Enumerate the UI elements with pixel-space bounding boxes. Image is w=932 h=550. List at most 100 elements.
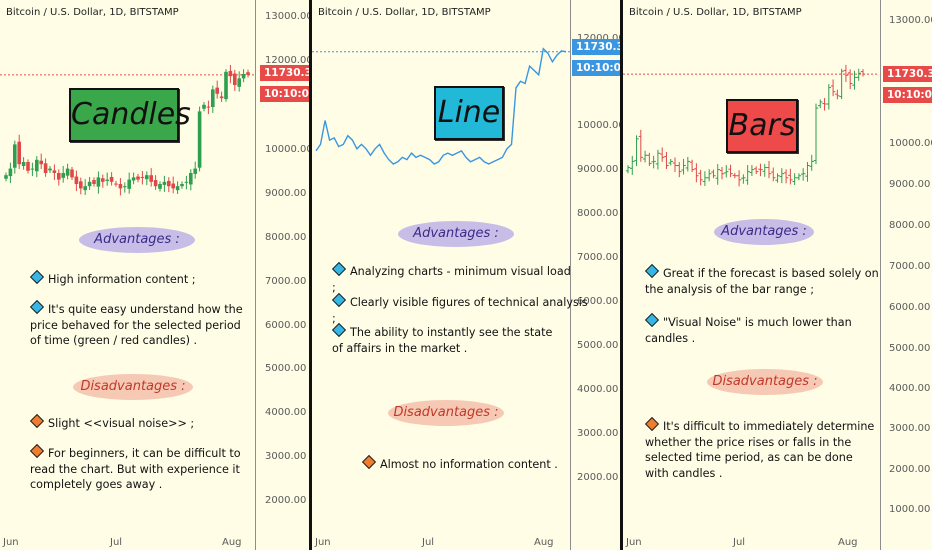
x-tick-label: Aug (534, 537, 554, 548)
candle-body (180, 184, 184, 187)
candle-body (114, 183, 118, 185)
candle-body (215, 87, 219, 94)
y-tick-label: 1000.00 (889, 504, 931, 515)
price-line (315, 47, 567, 165)
disadvantages-heading: Disadvantages : (73, 374, 193, 400)
y-tick-label: 6000.00 (265, 320, 307, 331)
advantages-heading: Advantages : (79, 227, 195, 253)
candle-body (202, 104, 206, 109)
advantage-text: The ability to instantly see the state o… (332, 326, 553, 355)
advantage-text: High information content ; (48, 273, 196, 286)
y-tick-label: 7000.00 (889, 261, 931, 272)
price-axis[interactable] (570, 0, 620, 550)
candle-body (83, 186, 87, 191)
y-tick-label: 13000.00 (889, 15, 932, 26)
diamond-bullet-icon (644, 263, 660, 279)
symbol-label: Bitcoin / U.S. Dollar, 1D, BITSTAMP (629, 7, 802, 18)
last-price-tag: 11730.32 (260, 65, 310, 81)
y-tick-label: 9000.00 (889, 179, 931, 190)
advantages-heading: Advantages : (714, 219, 814, 245)
disadvantage-text: For beginners, it can be difficult to re… (30, 447, 241, 491)
y-tick-label: 13000.00 (265, 11, 310, 22)
y-tick-label: 10000.00 (577, 120, 620, 131)
price-axis[interactable] (880, 0, 932, 550)
y-tick-label: 3000.00 (265, 451, 307, 462)
diamond-bullet-icon (29, 269, 45, 285)
candle-body (136, 176, 140, 180)
panel-candles: Bitcoin / U.S. Dollar, 1D, BITSTAMP 1300… (0, 0, 310, 550)
candle-body (219, 96, 224, 99)
candle-body (109, 176, 114, 182)
y-tick-label: 12000.00 (577, 33, 620, 44)
x-tick-label: Jun (315, 537, 331, 548)
candle-body (65, 168, 70, 176)
candle-body (167, 180, 171, 187)
y-tick-label: 7000.00 (265, 276, 307, 287)
candle-body (149, 175, 153, 182)
diamond-bullet-icon (29, 299, 45, 315)
candle-body (241, 74, 246, 79)
diamond-bullet-icon (331, 322, 347, 338)
y-tick-label: 5000.00 (889, 343, 931, 354)
candle-body (127, 179, 131, 189)
line-chart[interactable] (312, 0, 570, 520)
candle-body (158, 184, 162, 189)
price-axis[interactable] (255, 0, 310, 550)
advantage-text: Analyzing charts - minimum visual load ; (332, 265, 571, 294)
diamond-bullet-icon (29, 413, 45, 429)
y-tick-label: 10000.00 (889, 138, 932, 149)
x-tick-label: Jun (3, 537, 19, 548)
candles-chart[interactable] (0, 0, 255, 520)
candle-body (224, 71, 228, 100)
diamond-bullet-icon (29, 443, 45, 459)
disadvantage-text: Slight <<visual noise>> ; (48, 417, 195, 430)
last-price-tag: 11730.32 (572, 39, 620, 55)
advantage-text: "Visual Noise" is much lower than candle… (645, 316, 852, 345)
chart-type-title: Line (434, 86, 504, 140)
diamond-bullet-icon (644, 312, 660, 328)
candle-body (26, 162, 30, 171)
y-tick-label: 7000.00 (577, 252, 619, 263)
x-tick-label: Aug (838, 537, 858, 548)
x-tick-label: Jul (110, 537, 123, 548)
candle-body (193, 168, 197, 174)
candle-body (162, 181, 167, 185)
candle-body (171, 183, 175, 189)
advantage-item: The ability to instantly see the state o… (331, 322, 562, 356)
y-tick-label: 9000.00 (577, 164, 619, 175)
advantage-item: Clearly visible figures of technical ana… (331, 292, 592, 326)
diamond-bullet-icon (361, 454, 377, 470)
disadvantage-text: Almost no information content . (380, 458, 558, 471)
advantage-text: It's quite easy understand how the price… (30, 303, 243, 347)
candle-body (74, 176, 79, 184)
candle-body (101, 178, 105, 182)
disadvantage-item: Almost no information content . (361, 454, 582, 473)
candle-body (21, 162, 26, 166)
candle-body (39, 160, 43, 165)
y-tick-label: 4000.00 (265, 407, 307, 418)
x-tick-label: Jul (422, 537, 435, 548)
candle-body (233, 73, 237, 85)
y-tick-label: 10000.00 (265, 144, 310, 155)
y-tick-label: 4000.00 (889, 383, 931, 394)
advantage-text: Clearly visible figures of technical ana… (332, 296, 588, 325)
bars-chart[interactable] (623, 0, 878, 520)
candle-body (92, 180, 96, 184)
advantage-item: Great if the forecast is based solely on… (644, 263, 881, 297)
y-tick-label: 2000.00 (577, 472, 619, 483)
candle-body (184, 181, 189, 183)
disadvantage-item: For beginners, it can be difficult to re… (29, 443, 258, 493)
x-tick-label: Aug (222, 537, 242, 548)
y-tick-label: 2000.00 (889, 464, 931, 475)
y-tick-label: 5000.00 (265, 363, 307, 374)
y-tick-label: 8000.00 (577, 208, 619, 219)
symbol-label: Bitcoin / U.S. Dollar, 1D, BITSTAMP (6, 7, 179, 18)
panel-bars: Bitcoin / U.S. Dollar, 1D, BITSTAMP 1300… (623, 0, 932, 550)
candle-body (4, 175, 8, 179)
candle-body (79, 181, 83, 189)
countdown-tag: 10:10:03 (572, 60, 620, 76)
y-tick-label: 8000.00 (889, 220, 931, 231)
diamond-bullet-icon (331, 292, 347, 308)
y-tick-label: 6000.00 (889, 302, 931, 313)
advantage-item: It's quite easy understand how the price… (29, 299, 255, 349)
